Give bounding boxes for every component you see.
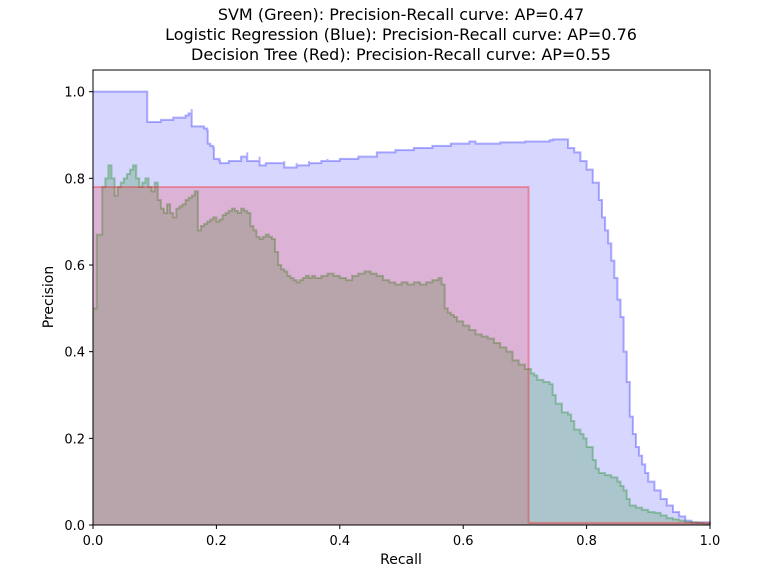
y-axis-ticks: 0.0 0.2 0.4 0.6 0.8 1.0 <box>64 86 93 534</box>
y-tick-label: 0.6 <box>64 259 85 274</box>
y-axis-label: Precision <box>41 266 57 328</box>
series-logistic-regression <box>93 90 711 526</box>
series-svm-area <box>93 165 710 525</box>
x-tick-label: 0.8 <box>576 534 597 549</box>
series-decision-tree <box>93 186 710 525</box>
series-decision-tree-step-line <box>93 186 710 524</box>
y-tick-label: 0.0 <box>64 519 85 534</box>
plot-frame <box>92 69 711 526</box>
series-logistic-regression-step-line <box>93 90 711 524</box>
y-tick-label: 0.8 <box>64 172 85 187</box>
title-line-logistic-regression: Logistic Regression (Blue): Precision-Re… <box>165 25 637 44</box>
series-svm-step-line <box>93 164 711 525</box>
series-decision-tree-area <box>93 187 710 525</box>
series-svm <box>93 164 711 525</box>
y-tick-label: 1.0 <box>64 86 85 101</box>
x-tick-label: 0.4 <box>329 534 350 549</box>
series-layer <box>93 90 711 526</box>
x-tick-label: 0.0 <box>83 534 104 549</box>
x-tick-label: 0.6 <box>453 534 474 549</box>
title-line-svm: SVM (Green): Precision-Recall curve: AP=… <box>218 5 584 24</box>
chart-title: SVM (Green): Precision-Recall curve: AP=… <box>165 5 637 64</box>
x-axis-label: Recall <box>380 552 422 568</box>
x-tick-label: 1.0 <box>700 534 721 549</box>
x-tick-label: 0.2 <box>206 534 227 549</box>
series-logistic-regression-area <box>93 91 710 526</box>
title-line-decision-tree: Decision Tree (Red): Precision-Recall cu… <box>191 45 611 64</box>
x-axis-ticks: 0.0 0.2 0.4 0.6 0.8 1.0 <box>83 525 721 549</box>
y-tick-label: 0.2 <box>64 432 85 447</box>
y-tick-label: 0.4 <box>64 346 85 361</box>
